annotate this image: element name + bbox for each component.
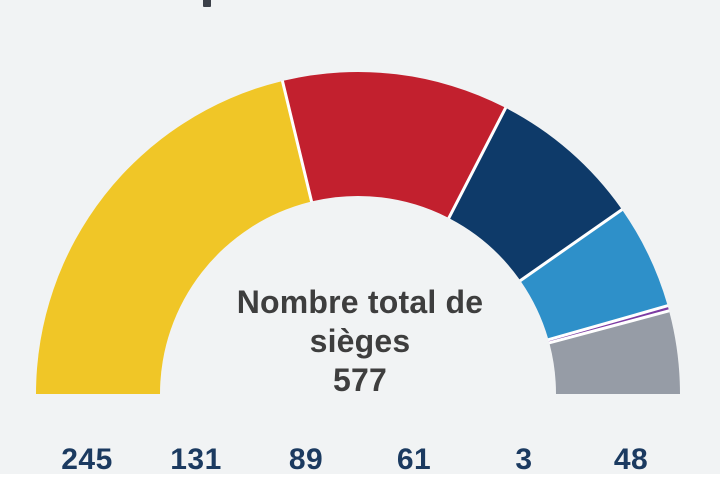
segment-red[interactable]	[283, 72, 505, 218]
segment-gray[interactable]	[549, 312, 680, 394]
seat-count-label: 245	[61, 443, 113, 476]
seat-count-label: 89	[288, 443, 324, 476]
bottom-white-strip	[0, 474, 720, 480]
seat-count-label: 48	[613, 443, 649, 476]
segment-light-blue[interactable]	[521, 210, 668, 339]
seat-count-label: 61	[396, 443, 432, 476]
center-label-total-seats: 577	[333, 362, 387, 398]
seat-count-label: 3	[515, 443, 533, 476]
seat-count-label: 131	[170, 443, 222, 476]
center-label-line2: sièges	[309, 323, 411, 359]
cropped-title-text-fragment	[203, 0, 211, 7]
chart-center-label: Nombre total de sièges 577	[0, 283, 720, 400]
segment-dark-navy[interactable]	[450, 108, 622, 280]
segment-yellow[interactable]	[36, 81, 311, 394]
center-label-line1: Nombre total de	[236, 284, 484, 320]
segment-purple[interactable]	[548, 307, 669, 342]
